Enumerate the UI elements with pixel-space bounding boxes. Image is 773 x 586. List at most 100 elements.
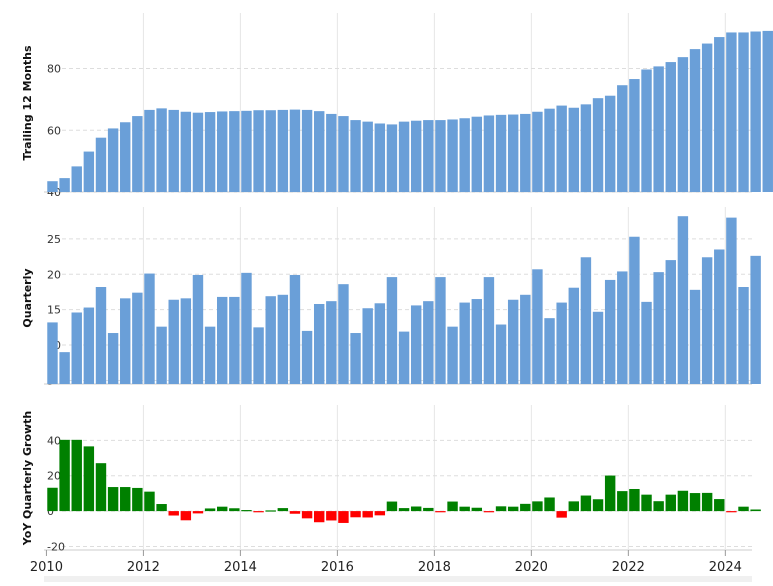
bar: [617, 271, 628, 384]
bar: [398, 121, 410, 192]
bar: [326, 511, 337, 521]
bar: [544, 497, 555, 512]
bar: [629, 236, 640, 384]
bar: [107, 487, 119, 512]
panel-2: 510152025: [44, 207, 761, 387]
y-tick-label: 20: [47, 470, 61, 483]
bar: [216, 506, 228, 512]
bar: [423, 301, 434, 384]
bar: [495, 506, 507, 512]
x-tick-label: 2022: [612, 560, 645, 575]
bar: [374, 303, 386, 384]
panel-3: -20 0 20 40: [44, 405, 761, 553]
bar: [95, 287, 107, 384]
bar: [459, 506, 470, 512]
bar: [483, 277, 495, 384]
bar: [701, 43, 713, 192]
bar: [338, 116, 349, 192]
bar: [665, 260, 676, 384]
bar: [374, 511, 386, 516]
bar: [47, 322, 58, 384]
bar: [362, 511, 373, 518]
bar: [338, 284, 349, 384]
bar: [216, 296, 228, 384]
bar: [180, 511, 192, 521]
bar: [386, 124, 398, 192]
bar: [592, 98, 604, 192]
bar: [229, 508, 240, 512]
bar: [532, 269, 543, 384]
bar: [507, 506, 519, 512]
bar: [253, 511, 264, 513]
bar: [750, 31, 761, 192]
bar: [301, 330, 313, 384]
bar: [253, 110, 264, 192]
bar: [59, 352, 70, 384]
bar: [653, 272, 664, 384]
bar: [95, 137, 107, 192]
bar: [241, 110, 252, 192]
bar: [447, 119, 458, 192]
bar: [604, 279, 616, 384]
bar: [362, 121, 373, 192]
bar: [277, 294, 289, 384]
bar: [653, 501, 664, 512]
y-tick-label: 20: [47, 268, 61, 281]
bar: [423, 120, 434, 192]
bar: [180, 298, 192, 384]
bar: [204, 326, 216, 384]
bar: [289, 511, 301, 514]
bar: [544, 108, 555, 192]
bar: [59, 178, 70, 192]
bar: [386, 501, 398, 512]
bar: [132, 116, 143, 192]
bar: [71, 312, 82, 384]
bar: [750, 255, 761, 384]
bar: [253, 327, 264, 384]
bar: [556, 105, 567, 192]
bar: [604, 95, 616, 192]
bar: [410, 305, 422, 384]
bar: [71, 166, 82, 192]
bar: [447, 326, 458, 384]
bar: [47, 487, 58, 512]
bar: [653, 66, 664, 192]
bar: [229, 111, 240, 192]
bar: [568, 107, 580, 192]
bar: [483, 115, 495, 192]
bar: [520, 503, 531, 512]
bar: [568, 501, 580, 512]
bar: [726, 32, 737, 193]
bar: [216, 111, 228, 192]
bar: [592, 311, 604, 384]
bar: [386, 277, 398, 384]
bar: [459, 302, 470, 384]
bar: [726, 511, 737, 513]
bar: [326, 113, 337, 192]
bar: [350, 120, 361, 192]
bar: [398, 508, 410, 512]
bar: [641, 301, 652, 384]
bar: [689, 49, 701, 193]
bar: [289, 274, 301, 384]
bar: [714, 499, 725, 512]
bar: [132, 292, 143, 384]
bar: [423, 507, 434, 512]
bar: [144, 109, 155, 192]
bar: [192, 511, 204, 514]
bar: [750, 509, 761, 512]
bar: [168, 299, 179, 384]
bar: [156, 326, 167, 384]
bar: [580, 495, 592, 512]
y-tick-label: 40: [47, 434, 61, 447]
bar: [180, 111, 192, 192]
bar: [265, 110, 276, 192]
y-tick-label: -20: [47, 540, 65, 553]
bar: [689, 289, 701, 384]
bar: [677, 57, 689, 193]
bar: [435, 277, 446, 384]
x-tick-label: 2018: [418, 560, 451, 575]
bar: [532, 501, 543, 512]
bar: [265, 510, 276, 512]
bar: [120, 122, 131, 192]
